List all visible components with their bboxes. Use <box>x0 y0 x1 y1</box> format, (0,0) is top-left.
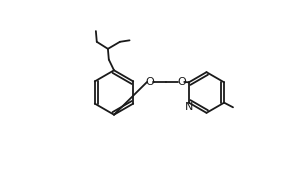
Text: N: N <box>185 102 193 112</box>
Text: O: O <box>177 77 186 87</box>
Text: O: O <box>146 77 154 87</box>
